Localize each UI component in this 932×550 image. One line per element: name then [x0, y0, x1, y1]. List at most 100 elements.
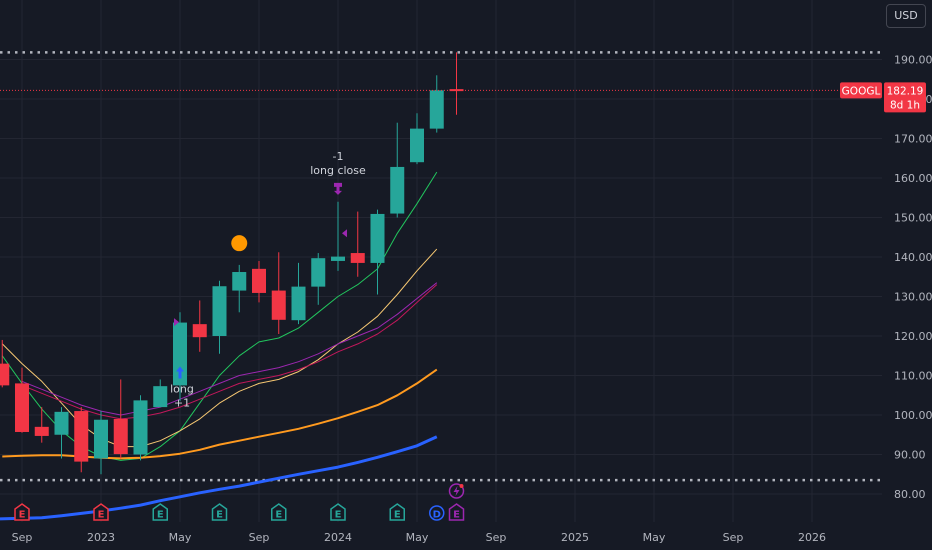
earnings-badge-shape: [93, 503, 109, 521]
earnings-badge-shape: [271, 503, 287, 521]
time-tick-label: 2024: [324, 531, 352, 544]
candle-body: [113, 418, 128, 455]
symbol-badge-bg: [840, 82, 882, 99]
horizontal-levels: [0, 51, 882, 482]
time-tick-label: Sep: [723, 531, 744, 544]
event-badge-e: E: [211, 503, 228, 521]
moving-average-line: [0, 435, 438, 521]
dividend-badge-circle: [429, 505, 445, 521]
earnings-badge-shape: [14, 503, 30, 521]
candle-body: [15, 383, 29, 432]
currency-button[interactable]: USD: [886, 4, 926, 28]
event-badge-letter: E: [157, 510, 164, 521]
price-tick-label: 80.00: [894, 488, 926, 501]
time-tick-label: Sep: [249, 531, 270, 544]
time-axis[interactable]: Sep 2023 May Sep 2024 May Sep 2025 May Sep 2026: [12, 531, 826, 544]
time-tick-label: May: [643, 531, 666, 544]
entry-tick-marker: [174, 318, 179, 327]
earnings-badge-shape: [389, 503, 405, 521]
candle-body: [370, 213, 385, 263]
price-badge-value: 182.19: [887, 85, 924, 97]
candle-body: [133, 400, 148, 455]
price-tick-label: 130.00: [894, 291, 932, 304]
event-badge-letter: E: [98, 510, 105, 521]
candle-body: [311, 258, 326, 287]
currency-label: USD: [894, 9, 918, 22]
trade-markers: [174, 182, 347, 379]
price-badge-bg: [884, 82, 926, 113]
long-entry-annotation: long +1: [170, 383, 194, 410]
event-badge-e: E: [330, 503, 346, 521]
earnings-badge-shape: [152, 503, 168, 521]
time-tick-label: May: [406, 531, 429, 544]
moving-average-line: [21, 284, 438, 420]
candle-body: [291, 286, 306, 321]
price-tick-label: 100.00: [894, 409, 932, 422]
candle-body: [271, 290, 286, 320]
time-tick-label: 2026: [798, 531, 826, 544]
time-tick-label: May: [169, 531, 192, 544]
event-badge-e: E: [389, 503, 405, 521]
event-badge-letter: E: [216, 510, 223, 521]
candle-body: [350, 253, 365, 263]
candle-body: [94, 419, 108, 459]
moving-average-line: [21, 282, 438, 416]
event-badge-letter: E: [453, 510, 460, 521]
candle-body: [429, 90, 444, 129]
price-tick-label: 190.00: [894, 54, 932, 67]
symbol-badge-text: GOOGL: [842, 85, 881, 97]
candle-body: [34, 426, 49, 436]
event-badge-e: E: [152, 503, 168, 521]
candle-body: [212, 286, 227, 336]
time-tick-label: Sep: [486, 531, 507, 544]
candle-body: [410, 128, 424, 163]
earnings-badge-shape: [211, 503, 228, 521]
long-entry-qty: +1: [174, 397, 190, 410]
event-badge-letter: E: [19, 510, 26, 521]
candle-body: [0, 363, 10, 386]
price-tick-label: 90.00: [894, 449, 926, 462]
candle-body: [192, 324, 207, 338]
time-tick-label: 2025: [561, 531, 589, 544]
time-tick-label: 2023: [87, 531, 115, 544]
candle-body: [54, 411, 69, 435]
candle-body: [252, 268, 266, 293]
price-tick-label: 150.00: [894, 212, 932, 225]
long-exit-label: long close: [310, 164, 366, 177]
event-badge-d: D: [429, 505, 445, 521]
lightning-icon: [453, 486, 460, 496]
event-badge-letter: D: [433, 510, 441, 521]
event-badge-e: E: [93, 503, 109, 521]
price-tick-label: 160.00: [894, 172, 932, 185]
price-badge-countdown: 8d 1h: [890, 99, 920, 111]
long-entry-label: long: [170, 383, 194, 396]
long-exit-qty: -1: [333, 150, 344, 163]
exit-tick-marker: [342, 229, 347, 238]
price-tick-label: 170.00: [894, 133, 932, 146]
event-badge-e: E: [14, 503, 30, 521]
candle-body: [74, 411, 89, 462]
event-badge-letter: E: [394, 510, 401, 521]
long-exit-arrow: [334, 182, 342, 195]
candle-body: [173, 322, 187, 386]
candle-body: [153, 386, 168, 408]
price-tick-label: 110.00: [894, 370, 932, 383]
notification-dot: [459, 484, 464, 488]
long-entry-arrow: [176, 366, 184, 379]
price-tick-label: 140.00: [894, 251, 932, 264]
earnings-badge-shape: [330, 503, 346, 521]
earnings-badge-shape: [448, 503, 465, 521]
event-badge-e: E: [448, 503, 465, 521]
event-badge-letter: E: [275, 510, 282, 521]
candle-body: [331, 256, 345, 261]
orange-signal-dot: [231, 235, 248, 252]
last-price-badge: GOOGL 182.19 8d 1h: [840, 82, 926, 113]
long-exit-annotation: -1 long close: [310, 150, 366, 177]
candle-body: [390, 166, 405, 214]
time-tick-label: Sep: [12, 531, 33, 544]
candles: [0, 52, 464, 475]
event-badge-e: E: [271, 503, 287, 521]
